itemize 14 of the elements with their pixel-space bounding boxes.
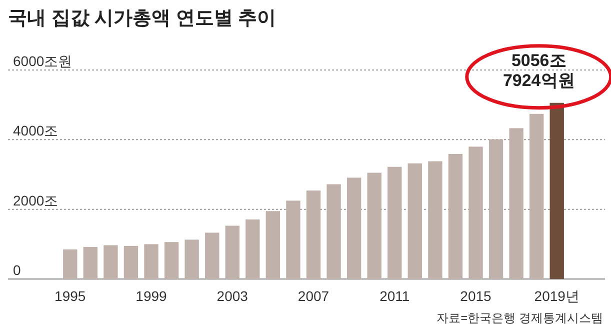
y-tick-label: 4000조 (13, 122, 58, 139)
x-tick-label: 2019년 (534, 288, 580, 304)
x-tick-label: 1999 (136, 288, 168, 304)
y-tick-label: 2000조 (13, 192, 58, 208)
y-tick-label: 0 (13, 262, 21, 278)
text: 자료=한국은행 경제통계시스템 (436, 311, 603, 325)
x-tick-label: 2011 (380, 288, 410, 304)
x-tick-label: 2007 (298, 288, 330, 304)
annotation: 5056조 7924억원 (502, 50, 575, 90)
x-tick-label: 2015 (460, 288, 492, 304)
chart-title: 국내 집값 시가총액 연도별 추이 (8, 8, 276, 29)
x-tick-label: 2003 (216, 288, 248, 304)
x-tick-label: 1995 (54, 288, 86, 304)
y-tick-label: 6000조원 (13, 53, 72, 69)
